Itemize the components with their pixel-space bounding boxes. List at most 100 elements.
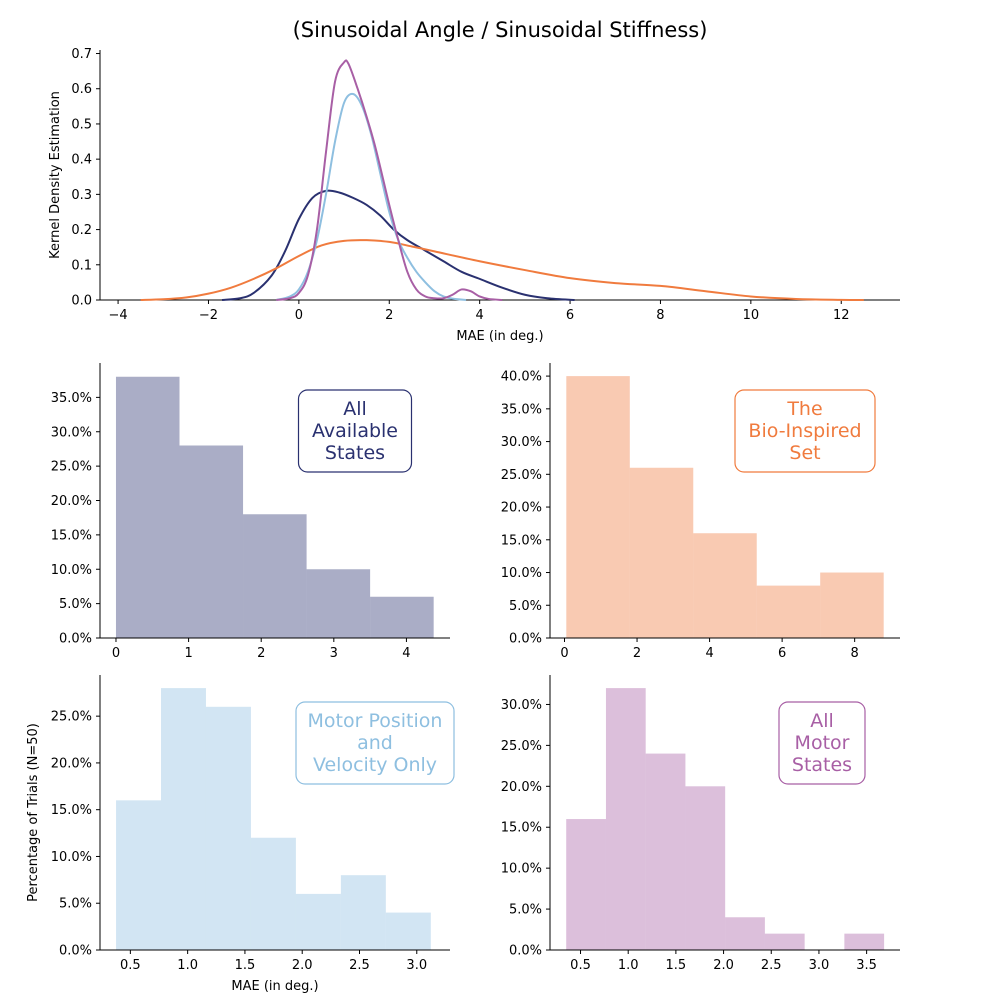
histogram-bar xyxy=(243,514,307,638)
x-tick-label: 0 xyxy=(112,646,120,661)
y-tick-label: 0.2 xyxy=(71,223,92,238)
series-label-line: Set xyxy=(789,442,820,464)
y-tick-label: 25.0% xyxy=(501,468,542,483)
series-label-box xyxy=(778,701,866,785)
histogram-bar xyxy=(566,376,630,638)
x-tick-label: 6 xyxy=(566,308,574,323)
x-tick-label: 4 xyxy=(402,646,410,661)
y-tick-label: 20.0% xyxy=(51,494,92,509)
histogram-bar xyxy=(116,800,162,950)
kde-panel: −4 −2 0 2 4 6 8 10 12 0.0 0.1 0.2 0.3 0.4 0.5 0.6 0.7 MAE… xyxy=(48,47,900,344)
x-tick-label: 1.5 xyxy=(235,958,256,973)
y-tick-label: 0.7 xyxy=(71,47,92,62)
histogram-bar xyxy=(844,933,885,950)
series-label-line: Motor Position xyxy=(308,710,443,732)
histogram-bar xyxy=(205,706,251,950)
y-tick-label: 0.0% xyxy=(59,944,92,959)
histogram-bar xyxy=(161,688,206,950)
x-tick-label: 8 xyxy=(851,646,859,661)
x-tick-label: 3.0 xyxy=(406,958,427,973)
series-label-line: Bio-Inspired xyxy=(748,420,861,442)
x-tick-label: 0.5 xyxy=(120,958,141,973)
histogram-bar xyxy=(605,688,646,950)
x-tick-label: 0.5 xyxy=(570,958,591,973)
hist-panel-motor-position-velocity: 0.5 1.0 1.5 2.0 2.5 3.0 0.0% 5.0% 10.0% 15.0% 20.0… xyxy=(26,675,455,994)
y-tick-label: 0.6 xyxy=(71,82,92,97)
histogram-bar xyxy=(685,786,726,950)
y-tick-label: 10.0% xyxy=(51,850,92,865)
x-tick-label: 2.5 xyxy=(349,958,370,973)
histogram-bar xyxy=(629,467,694,638)
y-tick-label: 25.0% xyxy=(51,710,92,725)
series-label-line: Velocity Only xyxy=(313,754,437,776)
histogram-bar xyxy=(645,753,686,950)
histogram-bar xyxy=(340,875,386,950)
x-tick-label: −2 xyxy=(199,308,218,323)
y-tick-label: 40.0% xyxy=(501,370,542,385)
histogram-bar xyxy=(820,572,884,638)
y-axis-label: Percentage of Trials (N=50) xyxy=(26,723,41,902)
y-tick-label: 0.1 xyxy=(71,258,92,273)
hist-panel-all-motor-states: 0.5 1.0 1.5 2.0 2.5 3.0 3.5 0.0% 5.0% 10.0% 15.0% 2… xyxy=(501,675,900,973)
y-tick-label: 0.5 xyxy=(71,117,92,132)
x-tick-label: 3.5 xyxy=(856,958,877,973)
y-tick-label: 0.0% xyxy=(59,632,92,647)
x-tick-label: 6 xyxy=(778,646,786,661)
y-tick-label: 0.3 xyxy=(71,188,92,203)
hist-panel-all-available-states: 0 1 2 3 4 0.0% 5.0% 10.0% 15.0% 20.0% 25.0% 30.0% 35… xyxy=(51,363,450,661)
y-tick-label: 15.0% xyxy=(501,533,542,548)
x-axis-label: MAE (in deg.) xyxy=(456,329,543,344)
x-tick-label: 0 xyxy=(560,646,568,661)
series-label-box xyxy=(297,389,413,473)
histogram-bar xyxy=(566,819,606,950)
y-tick-label: 10.0% xyxy=(501,566,542,581)
y-tick-label: 20.0% xyxy=(501,501,542,516)
x-tick-label: 2 xyxy=(633,646,641,661)
x-tick-label: 2.0 xyxy=(713,958,734,973)
series-label-line: All xyxy=(810,710,834,732)
y-tick-label: 25.0% xyxy=(501,739,542,754)
y-tick-label: 10.0% xyxy=(51,563,92,578)
x-tick-label: 2.0 xyxy=(292,958,313,973)
y-tick-label: 20.0% xyxy=(501,780,542,795)
x-tick-label: −4 xyxy=(108,308,127,323)
series-label-line: Motor xyxy=(795,732,850,754)
x-tick-label: 2 xyxy=(385,308,393,323)
x-tick-label: 0 xyxy=(295,308,303,323)
histogram-bar xyxy=(756,585,821,638)
kde-series-line-1 xyxy=(221,189,575,301)
y-tick-label: 15.0% xyxy=(51,528,92,543)
series-label-line: States xyxy=(792,754,852,776)
histogram-bar xyxy=(764,933,805,950)
histogram-bar xyxy=(295,893,341,950)
y-tick-label: 5.0% xyxy=(509,599,542,614)
histogram-bar xyxy=(693,533,757,638)
y-tick-label: 20.0% xyxy=(51,756,92,771)
y-tick-label: 5.0% xyxy=(59,897,92,912)
histogram-bar xyxy=(179,445,244,638)
x-tick-label: 2.5 xyxy=(761,958,782,973)
y-tick-label: 0.0 xyxy=(71,294,92,309)
y-tick-label: 0.4 xyxy=(71,153,92,168)
y-tick-label: 0.0% xyxy=(509,632,542,647)
y-tick-label: 35.0% xyxy=(51,391,92,406)
y-tick-label: 5.0% xyxy=(59,597,92,612)
x-tick-label: 4 xyxy=(476,308,484,323)
series-label-line: and xyxy=(357,732,393,754)
series-label-line: All xyxy=(343,398,367,420)
x-axis-label: MAE (in deg.) xyxy=(231,979,318,994)
kde-series-line-2 xyxy=(140,239,864,301)
series-label-box xyxy=(295,701,455,785)
y-tick-label: 30.0% xyxy=(501,698,542,713)
y-tick-label: 15.0% xyxy=(51,803,92,818)
kde-series-line-3 xyxy=(276,92,467,301)
y-axis-label: Kernel Density Estimation xyxy=(48,91,63,259)
series-label-line: Available xyxy=(312,420,398,442)
x-tick-label: 1.0 xyxy=(618,958,639,973)
x-tick-label: 12 xyxy=(833,308,850,323)
x-tick-label: 1 xyxy=(184,646,192,661)
x-tick-label: 10 xyxy=(743,308,760,323)
histogram-bar xyxy=(370,596,434,638)
series-label-box xyxy=(734,389,876,473)
